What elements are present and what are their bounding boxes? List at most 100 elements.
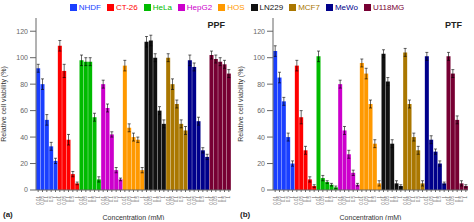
svg-text:20: 20 <box>20 160 28 167</box>
svg-text:0.05: 0.05 <box>61 196 67 205</box>
svg-text:0.5: 0.5 <box>48 196 54 203</box>
svg-text:0.05: 0.05 <box>40 196 46 205</box>
svg-text:0.05: 0.05 <box>105 196 111 205</box>
svg-text:0.01: 0.01 <box>122 196 128 205</box>
svg-text:0.5: 0.5 <box>285 196 291 203</box>
svg-text:1: 1 <box>463 196 468 199</box>
svg-text:0.5: 0.5 <box>200 196 206 203</box>
svg-text:0.1: 0.1 <box>66 196 72 203</box>
svg-text:0.01: 0.01 <box>424 196 430 205</box>
svg-text:40: 40 <box>257 134 265 141</box>
svg-text:0.5: 0.5 <box>307 196 313 203</box>
svg-text:0.1: 0.1 <box>131 196 137 203</box>
svg-text:0.05: 0.05 <box>148 196 154 205</box>
svg-text:0.1: 0.1 <box>87 196 93 203</box>
svg-text:0.5: 0.5 <box>178 196 184 203</box>
svg-text:120: 120 <box>16 28 28 35</box>
svg-text:80: 80 <box>257 81 265 88</box>
html-text:U118MG: U118MG <box>372 2 405 12</box>
svg-text:0.1: 0.1 <box>217 196 223 203</box>
svg-text:0.1: 0.1 <box>346 196 352 203</box>
svg-text:0.01: 0.01 <box>402 196 408 205</box>
svg-text:0.05: 0.05 <box>428 196 434 205</box>
svg-text:0.05: 0.05 <box>298 196 304 205</box>
svg-text:0.5: 0.5 <box>415 196 421 203</box>
svg-text:0.5: 0.5 <box>372 196 378 203</box>
svg-text:80: 80 <box>20 81 28 88</box>
svg-text:0.01: 0.01 <box>187 196 193 205</box>
svg-text:0.01: 0.01 <box>57 196 63 205</box>
svg-text:0.05: 0.05 <box>363 196 369 205</box>
svg-text:0.05: 0.05 <box>407 196 413 205</box>
svg-text:0.5: 0.5 <box>394 196 400 203</box>
svg-text:0: 0 <box>24 186 28 193</box>
svg-text:0.1: 0.1 <box>109 196 115 203</box>
svg-text:0.05: 0.05 <box>277 196 283 205</box>
svg-text:100: 100 <box>16 54 28 61</box>
svg-text:0.01: 0.01 <box>100 196 106 205</box>
html-text:NHDF: NHDF <box>78 2 101 12</box>
svg-text:0.1: 0.1 <box>368 196 374 203</box>
svg-text:0.5: 0.5 <box>222 196 228 203</box>
svg-text:0.01: 0.01 <box>316 196 322 205</box>
svg-text:0.01: 0.01 <box>144 196 150 205</box>
svg-text:Relative cell viability (%): Relative cell viability (%) <box>237 66 245 141</box>
svg-text:0.1: 0.1 <box>324 196 330 203</box>
html-text:HOS: HOS <box>227 2 245 12</box>
svg-text:0.01: 0.01 <box>35 196 41 205</box>
svg-text:0.05: 0.05 <box>83 196 89 205</box>
svg-text:0.01: 0.01 <box>337 196 343 205</box>
html-text:MCF7: MCF7 <box>298 2 320 12</box>
svg-text:0: 0 <box>261 186 265 193</box>
svg-text:0.05: 0.05 <box>126 196 132 205</box>
svg-text:0.1: 0.1 <box>433 196 439 203</box>
svg-text:Concentration (mM): Concentration (mM) <box>340 214 402 220</box>
svg-text:0.01: 0.01 <box>79 196 85 205</box>
svg-text:0.5: 0.5 <box>350 196 356 203</box>
svg-text:0.01: 0.01 <box>294 196 300 205</box>
svg-text:0.01: 0.01 <box>359 196 365 205</box>
svg-text:60: 60 <box>257 107 265 114</box>
svg-text:0.01: 0.01 <box>381 196 387 205</box>
svg-text:0.1: 0.1 <box>44 196 50 203</box>
svg-text:0.05: 0.05 <box>385 196 391 205</box>
html-text:PTF: PTF <box>445 20 462 30</box>
svg-text:0.1: 0.1 <box>174 196 180 203</box>
html-text:MeWo: MeWo <box>334 2 358 12</box>
svg-text:0.5: 0.5 <box>135 196 141 203</box>
html-text:HeLa: HeLa <box>152 2 172 12</box>
svg-text:0.1: 0.1 <box>411 196 417 203</box>
svg-text:0.05: 0.05 <box>213 196 219 205</box>
html-text:CT-26: CT-26 <box>115 2 138 12</box>
html-text:PPF: PPF <box>207 20 225 30</box>
svg-text:0.05: 0.05 <box>342 196 348 205</box>
svg-text:60: 60 <box>20 107 28 114</box>
svg-text:0.01: 0.01 <box>165 196 171 205</box>
html-text:HepG2: HepG2 <box>186 2 213 12</box>
svg-text:0.05: 0.05 <box>320 196 326 205</box>
svg-text:0.05: 0.05 <box>170 196 176 205</box>
svg-text:0.01: 0.01 <box>272 196 278 205</box>
svg-text:20: 20 <box>257 160 265 167</box>
svg-text:0.5: 0.5 <box>113 196 119 203</box>
svg-text:0.1: 0.1 <box>281 196 287 203</box>
svg-text:0.5: 0.5 <box>92 196 98 203</box>
svg-text:0.1: 0.1 <box>303 196 309 203</box>
html-text:(a): (a) <box>3 210 13 219</box>
svg-text:Relative cell viability (%): Relative cell viability (%) <box>0 66 8 141</box>
svg-text:0.01: 0.01 <box>209 196 215 205</box>
svg-text:0.5: 0.5 <box>70 196 76 203</box>
svg-text:1: 1 <box>226 196 231 199</box>
svg-text:100: 100 <box>253 54 265 61</box>
svg-text:0.1: 0.1 <box>389 196 395 203</box>
svg-text:40: 40 <box>20 134 28 141</box>
svg-text:0.1: 0.1 <box>152 196 158 203</box>
svg-text:Concentration (mM): Concentration (mM) <box>103 214 165 220</box>
html-text:(b): (b) <box>240 210 251 219</box>
html-text:LN229: LN229 <box>259 2 284 12</box>
svg-text:0.5: 0.5 <box>157 196 163 203</box>
svg-text:0.05: 0.05 <box>191 196 197 205</box>
svg-text:120: 120 <box>253 28 265 35</box>
svg-text:0.1: 0.1 <box>196 196 202 203</box>
svg-text:0.5: 0.5 <box>329 196 335 203</box>
